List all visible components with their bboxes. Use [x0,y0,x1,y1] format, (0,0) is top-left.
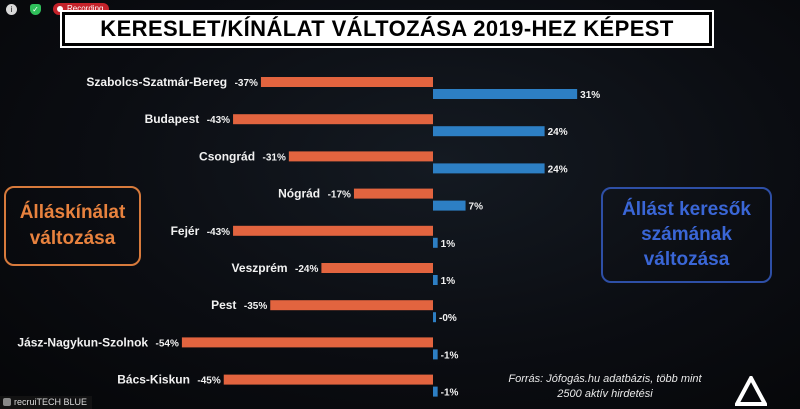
supply-legend-line2: változása [29,228,116,249]
supply-bar [233,225,433,236]
source-line2: 2500 aktív hirdetési [557,388,653,400]
supply-value-label: -35% [244,301,267,312]
microphone-icon [3,398,11,406]
demand-bar [433,349,438,360]
demand-value-label: -1% [441,388,459,399]
presenter-name-tag: recruiTECH BLUE [0,396,93,409]
demand-value-label: 1% [441,276,456,287]
supply-bar [260,77,433,87]
source-line1: Forrás: Jófogás.hu adatbázis, több mint [508,373,702,385]
category-label: Bács-Kiskun [117,373,190,387]
category-label: Veszprém [232,261,288,275]
supply-bar [223,374,433,385]
source-note: Forrás: Jófogás.hu adatbázis, több mint … [470,372,740,402]
demand-legend-box: Állást keresők számának változása [601,187,772,283]
info-icon[interactable]: i [6,4,17,15]
category-label: Pest [211,298,236,312]
supply-value-label: -37% [235,78,258,89]
slide-title: KERESLET/KÍNÁLAT VÁLTOZÁSA 2019-HEZ KÉPE… [62,12,712,46]
category-label: Nógrád [278,187,320,201]
category-label: Budapest [145,112,200,126]
supply-value-label: -45% [197,376,220,387]
demand-bar [433,163,545,174]
demand-value-label: 1% [441,239,456,250]
logo-icon [735,376,767,406]
record-dot-icon [57,6,63,12]
demand-legend-line3: változása [643,249,730,270]
supply-bar [233,114,433,125]
demand-value-label: -0% [439,313,457,324]
category-label: Csongrád [199,149,255,163]
supply-bar [353,188,433,199]
demand-value-label: 24% [548,127,568,138]
recording-label: Recording [67,4,104,13]
demand-bar [433,275,438,285]
demand-value-label: -1% [441,350,459,361]
supply-value-label: -43% [207,115,230,126]
demand-value-label: 31% [580,90,600,101]
supply-value-label: -54% [156,338,179,349]
shield-icon[interactable]: ✓ [30,4,41,15]
supply-bar [288,151,433,162]
category-label: Szabolcs-Szatmár-Bereg [86,75,227,89]
demand-legend-line1: Állást keresők [622,199,751,220]
demand-bar [433,386,438,397]
demand-bar [433,237,438,248]
demand-value-label: 24% [548,164,568,175]
demand-bar [433,126,545,137]
demand-bar [433,312,436,323]
supply-value-label: -31% [262,152,285,163]
supply-bar [321,263,433,273]
demand-legend-line2: számának [641,224,732,245]
category-label: Jász-Nagykun-Szolnok [17,335,148,349]
supply-legend-box: Álláskínálat változása [4,186,141,266]
demand-bar [433,200,466,211]
demand-bar [433,89,578,99]
supply-legend-line1: Álláskínálat [19,202,126,223]
demand-value-label: 7% [469,202,484,213]
supply-value-label: -17% [328,190,351,201]
supply-bar [181,337,433,348]
category-label: Fejér [171,224,200,238]
supply-value-label: -43% [207,227,230,238]
supply-bar [270,300,433,311]
presenter-name: recruiTECH BLUE [14,397,88,407]
supply-value-label: -24% [295,264,318,275]
